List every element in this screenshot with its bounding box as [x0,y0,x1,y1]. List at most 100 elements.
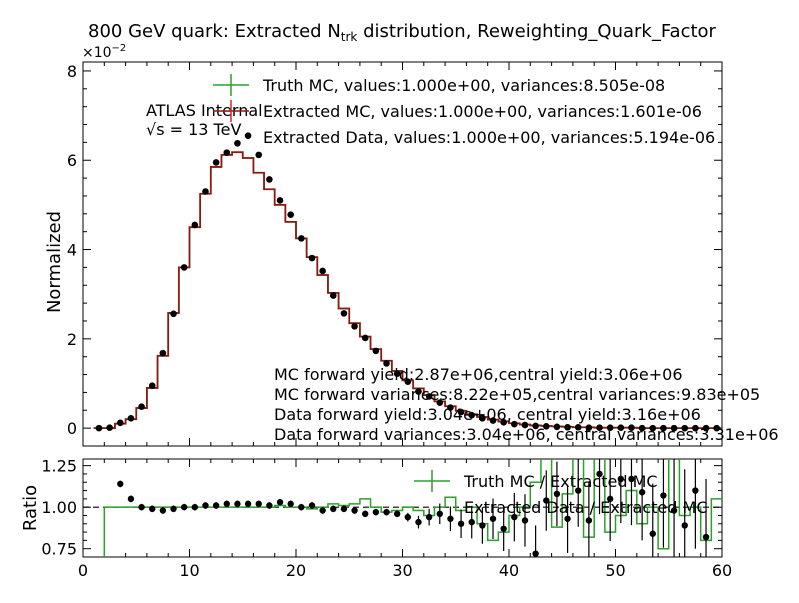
ratio-data-point [553,490,561,498]
ratio-data-point [255,500,262,508]
ratio-series-group [83,459,722,557]
ratio-data-point [223,500,230,508]
yield-note-mc-variances: MC forward variances:8.22e+05,central va… [274,385,760,404]
data-point-extracted-data [244,132,252,139]
ratio-data-point [362,510,369,518]
data-point-extracted-data [138,403,145,411]
data-point-extracted-data [425,393,433,400]
data-point-extracted-data [585,424,593,431]
ratio-data-point [298,503,305,511]
y-axis-label-main: Normalized [44,211,65,313]
exponent-label: ×10−2 [82,43,126,61]
data-point-extracted-data [532,422,539,430]
ratio-data-point [212,502,220,509]
data-point-extracted-data [617,424,625,431]
ratio-data-point [340,505,348,513]
data-point-extracted-data [319,267,326,275]
data-point-extracted-data [116,419,124,427]
data-point-extracted-data [351,323,358,330]
legend-entry-extracted-mc: Extracted MC, values:1.000e+00, variance… [213,100,702,122]
ratio-data-point [383,508,390,516]
ratio-data-point [606,495,614,503]
ratio-data-point [681,522,688,529]
main-y-tick-label: 2 [67,330,77,349]
data-point-extracted-data [500,419,507,426]
data-point-extracted-data [180,264,188,271]
data-point-extracted-data [106,424,113,431]
ratio-data-point [447,515,454,522]
chart-title: 800 GeV quark: Extracted Ntrk distributi… [88,21,717,44]
ratio-data-point [351,507,358,514]
main-plot-panel: 0 2 4 6 8 Normalized ATLAS Internal √s = 13 … [44,61,779,447]
ratio-x-tick-label: 0 [78,561,88,580]
ratio-x-tick-label: 50 [605,561,625,580]
legend-entry-data-ratio: Extracted Data / Extracted MC [464,498,708,517]
ratio-data-point [330,505,337,513]
data-point-extracted-data [447,404,454,411]
ratio-data-point [585,517,593,524]
ratio-data-point [457,520,465,527]
ratio-data-point [393,510,401,518]
ratio-x-tick-label: 60 [712,561,732,580]
data-point-extracted-data [489,417,497,424]
legend-label-extracted-mc: Extracted MC, values:1.000e+00, variance… [263,102,702,121]
data-point-extracted-data [202,188,209,195]
data-point-extracted-data [660,424,667,432]
legend-entry-extracted-data: Extracted Data, values:1.000e+00, varian… [263,128,715,147]
data-point-extracted-data [670,424,678,432]
data-point-extracted-data [649,424,657,432]
data-point-extracted-data [606,424,614,431]
ratio-y-tick-label: 1.00 [41,498,77,517]
ratio-data-point [372,508,380,516]
ratio-data-point [468,518,475,526]
ratio-data-point [244,500,252,508]
data-point-extracted-data [266,176,273,183]
yield-note-data-yield: Data forward yield:3.04e+06, central yie… [274,405,701,424]
ratio-x-tick-label: 30 [392,561,412,580]
data-point-extracted-data [404,378,412,386]
data-point-extracted-data [340,310,348,317]
ratio-data-point [532,550,539,557]
data-point-extracted-data [308,254,316,262]
ratio-data-point [436,510,443,518]
ratio-x-tick-label: 40 [499,561,519,580]
data-point-extracted-data [564,423,571,431]
data-point-extracted-data [276,197,284,204]
ratio-data-point [500,525,507,532]
data-point-extracted-data [191,221,199,229]
ratio-y-tick-label: 0.75 [41,540,77,559]
ratio-data-point [159,507,167,514]
ratio-data-point [308,502,316,509]
ratio-data-point [404,513,412,521]
ratio-clipped-group [83,459,722,557]
energy-label: √s = 13 TeV [146,120,241,139]
ratio-axis-ticks: 0 10 20 30 40 50 60 0.75 1.00 1.25 [41,457,732,580]
main-axis-ticks: 0 2 4 6 8 [67,62,723,447]
ratio-data-point [127,495,135,503]
data-point-extracted-data [511,420,518,428]
data-point-extracted-data [255,151,263,159]
ratio-data-point [660,492,667,499]
yield-note-mc-yield: MC forward yield:2.87e+06,central yield:… [274,365,683,384]
data-point-extracted-data [170,310,177,318]
data-point-extracted-data [393,370,401,377]
ratio-data-point [276,498,284,506]
ratio-x-tick-label: 10 [179,561,199,580]
ratio-data-point [149,505,156,513]
ratio-data-point [202,502,209,509]
ratio-data-point [543,497,550,504]
ratio-data-point [596,470,603,478]
ratio-data-point [138,503,145,511]
main-y-tick-label: 6 [67,151,77,170]
ratio-data-point [692,487,699,494]
ratio-data-point [234,500,241,508]
ratio-data-point [319,507,326,514]
ratio-data-point [638,489,646,496]
ratio-data-point [628,475,635,483]
legend-label-extracted-data: Extracted Data, values:1.000e+00, varian… [263,128,715,147]
data-point-extracted-data [692,424,699,432]
data-point-extracted-data [468,411,476,419]
ratio-data-point [117,480,124,488]
data-point-extracted-data [553,423,561,431]
data-point-extracted-data [159,349,167,357]
